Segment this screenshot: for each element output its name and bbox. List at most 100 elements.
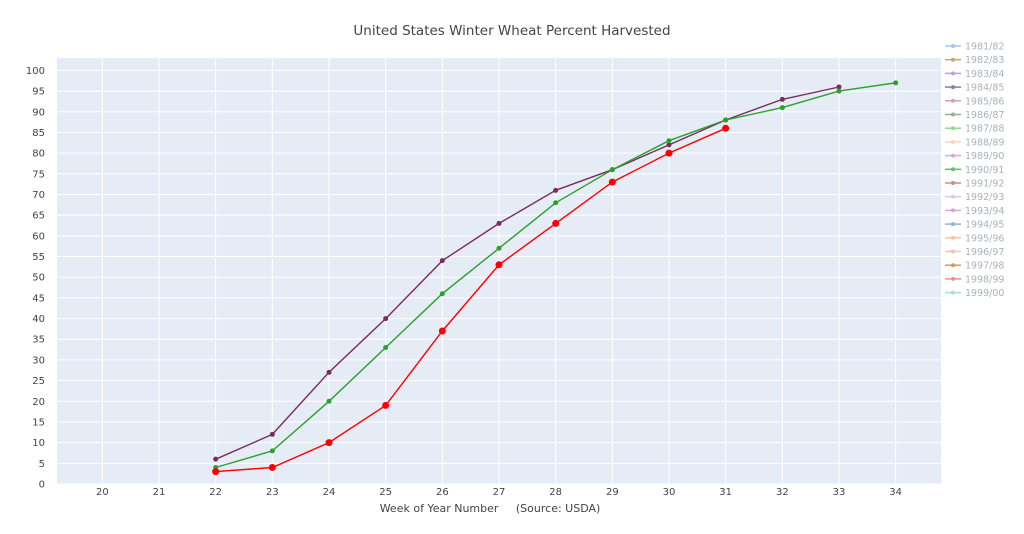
y-tick-label: 50 bbox=[32, 273, 45, 284]
data-point bbox=[836, 84, 842, 90]
x-tick-label: 34 bbox=[889, 487, 902, 498]
data-point bbox=[326, 398, 332, 404]
grid-lines bbox=[57, 58, 941, 485]
legend-item: 1993/94 bbox=[945, 206, 1004, 217]
legend-swatch-marker bbox=[951, 126, 955, 131]
y-tick-label: 95 bbox=[32, 87, 45, 98]
legend-item: 1983/84 bbox=[945, 69, 1004, 80]
x-tick-label: 29 bbox=[606, 487, 619, 498]
y-tick-label: 70 bbox=[32, 190, 45, 201]
legend-label: 1997/98 bbox=[965, 261, 1004, 272]
x-tick-label: 24 bbox=[323, 487, 336, 498]
series-3 bbox=[212, 124, 730, 476]
legend-item: 1981/82 bbox=[945, 42, 1004, 53]
x-tick-label: 20 bbox=[96, 487, 109, 498]
legend-label: 1992/93 bbox=[965, 192, 1004, 203]
x-axis-title: Week of Year Number (Source: USDA) bbox=[380, 502, 601, 515]
y-tick-label: 60 bbox=[32, 231, 45, 242]
legend-label: 1983/84 bbox=[965, 69, 1004, 80]
legend-item: 1996/97 bbox=[945, 247, 1004, 258]
data-point bbox=[439, 291, 445, 297]
legend-label: 1996/97 bbox=[965, 247, 1004, 258]
x-tick-label: 21 bbox=[153, 487, 166, 498]
data-point bbox=[326, 369, 332, 375]
legend-label: 1989/90 bbox=[965, 151, 1004, 162]
legend-item: 1994/95 bbox=[945, 220, 1004, 231]
data-point bbox=[439, 258, 445, 264]
legend-label: 1994/95 bbox=[965, 220, 1004, 231]
series-line bbox=[215, 86, 840, 460]
y-tick-label: 45 bbox=[32, 293, 45, 304]
legend-swatch-marker bbox=[951, 249, 955, 254]
x-tick-label: 33 bbox=[833, 487, 846, 498]
legend-swatch-marker bbox=[951, 208, 955, 213]
legend-swatch-marker bbox=[951, 57, 955, 62]
y-tick-label: 15 bbox=[32, 417, 45, 428]
data-point bbox=[495, 261, 503, 269]
legend-item: 1999/00 bbox=[945, 288, 1004, 299]
legend-swatch-marker bbox=[951, 98, 955, 103]
x-tick-label: 31 bbox=[719, 487, 732, 498]
data-point bbox=[608, 178, 616, 186]
series-2 bbox=[213, 80, 899, 470]
y-tick-label: 35 bbox=[32, 335, 45, 346]
data-point bbox=[496, 245, 502, 251]
legend-swatch-marker bbox=[951, 112, 955, 117]
chart-title: United States Winter Wheat Percent Harve… bbox=[353, 23, 670, 39]
legend-swatch-marker bbox=[951, 222, 955, 227]
y-tick-label: 30 bbox=[32, 355, 45, 366]
legend: 1981/82 1982/83 1983/84 1984/85 1985/86 1986/… bbox=[945, 42, 1004, 299]
data-point bbox=[893, 80, 899, 86]
data-point bbox=[609, 167, 615, 173]
data-point bbox=[666, 142, 672, 148]
data-point bbox=[552, 219, 560, 227]
legend-item: 1988/89 bbox=[945, 137, 1004, 148]
data-point bbox=[779, 105, 785, 111]
legend-label: 1995/96 bbox=[965, 233, 1004, 244]
legend-label: 1981/82 bbox=[965, 42, 1004, 53]
data-point bbox=[496, 220, 502, 226]
data-point bbox=[553, 187, 559, 193]
data-point bbox=[722, 124, 730, 132]
legend-item: 1986/87 bbox=[945, 110, 1004, 121]
data-point bbox=[325, 439, 333, 447]
y-tick-label: 80 bbox=[32, 149, 45, 160]
legend-item: 1987/88 bbox=[945, 124, 1004, 135]
legend-label: 1990/91 bbox=[965, 165, 1004, 176]
legend-item: 1991/92 bbox=[945, 179, 1004, 190]
x-tick-label: 28 bbox=[549, 487, 562, 498]
y-tick-label: 10 bbox=[32, 438, 45, 449]
y-tick-label: 75 bbox=[32, 169, 45, 180]
legend-label: 1985/86 bbox=[965, 96, 1004, 107]
legend-swatch-marker bbox=[951, 194, 955, 199]
y-tick-label: 100 bbox=[26, 66, 45, 77]
y-tick-label: 40 bbox=[32, 314, 45, 325]
legend-item: 1990/91 bbox=[945, 165, 1004, 176]
legend-swatch-marker bbox=[951, 263, 955, 268]
legend-label: 1982/83 bbox=[965, 55, 1004, 66]
data-point bbox=[269, 431, 275, 437]
data-point bbox=[212, 468, 220, 476]
legend-label: 1991/92 bbox=[965, 179, 1004, 190]
y-tick-label: 55 bbox=[32, 252, 45, 263]
y-tick-label: 90 bbox=[32, 107, 45, 118]
legend-item: 1995/96 bbox=[945, 233, 1004, 244]
data-point bbox=[836, 88, 842, 94]
data-point bbox=[665, 149, 673, 157]
legend-swatch-marker bbox=[951, 153, 955, 158]
legend-label: 1999/00 bbox=[965, 288, 1004, 299]
legend-swatch-marker bbox=[951, 167, 955, 172]
data-point bbox=[553, 200, 559, 206]
x-tick-label: 26 bbox=[436, 487, 449, 498]
legend-swatch-marker bbox=[951, 290, 955, 295]
data-point bbox=[383, 316, 389, 322]
x-tick-label: 23 bbox=[266, 487, 279, 498]
legend-label: 1988/89 bbox=[965, 137, 1004, 148]
x-tick-label: 30 bbox=[663, 487, 676, 498]
legend-swatch-marker bbox=[951, 276, 955, 281]
legend-item: 1982/83 bbox=[945, 55, 1004, 66]
data-point bbox=[666, 138, 672, 144]
data-point bbox=[383, 345, 389, 351]
data-point bbox=[723, 117, 729, 123]
